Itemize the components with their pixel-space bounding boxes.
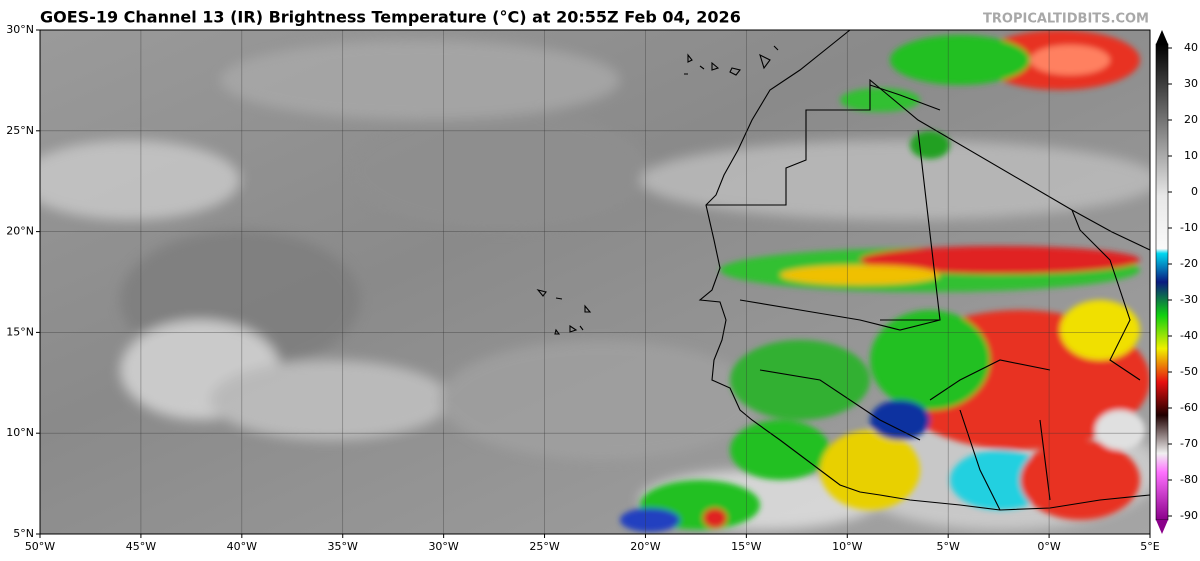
x-tick-label: 5°E — [1140, 540, 1159, 553]
y-tick-label: 15°N — [6, 325, 34, 338]
colorbar-extend-top — [1156, 30, 1168, 44]
colorbar-tick-label: -40 — [1180, 329, 1198, 342]
watermark: TROPICALTIDBITS.COM — [983, 12, 1149, 27]
x-tick-label: 50°W — [25, 540, 55, 553]
colorbar-tick-label: -60 — [1180, 401, 1198, 414]
map-title: GOES-19 Channel 13 (IR) Brightness Tempe… — [40, 8, 741, 27]
satellite-image — [40, 30, 1150, 534]
colorbar-tick-label: 30 — [1184, 77, 1198, 90]
colorbar-tick-label: -80 — [1180, 473, 1198, 486]
colorbar — [1155, 30, 1169, 534]
x-tick-label: 20°W — [630, 540, 660, 553]
colorbar-tick-label: 20 — [1184, 113, 1198, 126]
colorbar-bar — [1155, 43, 1169, 521]
x-tick-label: 0°W — [1037, 540, 1060, 553]
y-tick-label: 30°N — [6, 23, 34, 36]
colorbar-tick-label: 10 — [1184, 149, 1198, 162]
x-tick-label: 45°W — [126, 540, 156, 553]
colorbar-extend-bottom — [1156, 520, 1168, 534]
colorbar-tick-label: -30 — [1180, 293, 1198, 306]
x-tick-label: 25°W — [529, 540, 559, 553]
x-tick-label: 40°W — [227, 540, 257, 553]
colorbar-tick-label: -10 — [1180, 221, 1198, 234]
colorbar-tick-label: -50 — [1180, 365, 1198, 378]
x-tick-label: 30°W — [428, 540, 458, 553]
x-tick-label: 5°W — [936, 540, 959, 553]
y-tick-label: 5°N — [13, 527, 34, 540]
x-tick-label: 10°W — [832, 540, 862, 553]
y-tick-label: 25°N — [6, 124, 34, 137]
colorbar-tick-label: -90 — [1180, 509, 1198, 522]
x-tick-label: 35°W — [328, 540, 358, 553]
colorbar-tick-label: -20 — [1180, 257, 1198, 270]
y-tick-label: 10°N — [6, 426, 34, 439]
y-tick-label: 20°N — [6, 225, 34, 238]
coastlines — [536, 30, 1150, 511]
colorbar-tick-label: 40 — [1184, 41, 1198, 54]
map-frame — [39, 29, 1151, 535]
x-tick-label: 15°W — [731, 540, 761, 553]
colorbar-tick-label: -70 — [1180, 437, 1198, 450]
colorbar-tick-label: 0 — [1191, 185, 1198, 198]
